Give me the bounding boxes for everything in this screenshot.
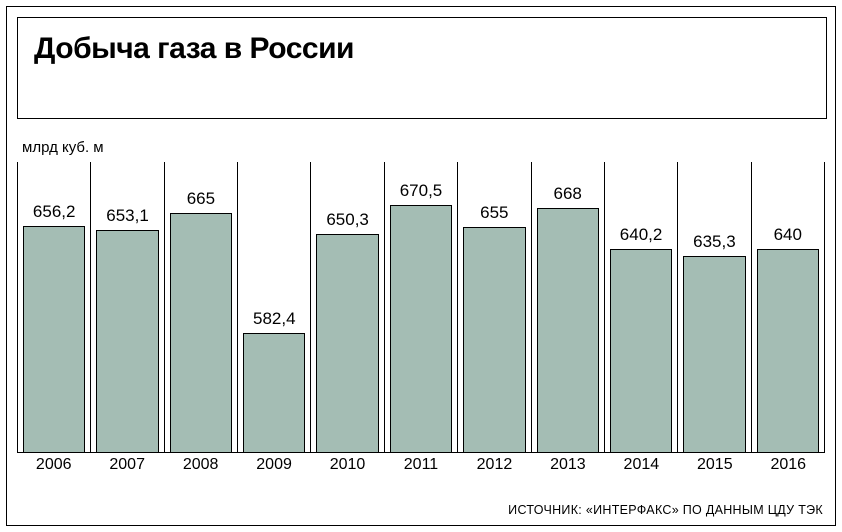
x-axis-label: 2014 — [605, 453, 678, 477]
bar — [463, 227, 525, 452]
x-axis-label: 2007 — [90, 453, 163, 477]
bar-value-label: 670,5 — [385, 181, 457, 201]
y-axis-label: млрд куб. м — [22, 139, 104, 156]
bar-slot: 650,3 — [310, 162, 383, 452]
bar-value-label: 668 — [532, 184, 604, 204]
bar — [243, 333, 305, 452]
bar — [610, 249, 672, 452]
x-axis-label: 2010 — [311, 453, 384, 477]
chart-area: 656,2653,1665582,4650,3670,5655668640,26… — [17, 162, 825, 477]
bar — [390, 205, 452, 452]
bar — [683, 256, 745, 452]
bar-value-label: 650,3 — [311, 210, 383, 230]
bar-slot: 582,4 — [237, 162, 310, 452]
bar-value-label: 665 — [165, 189, 237, 209]
bar — [96, 230, 158, 452]
chart-title: Добыча газа в России — [34, 32, 810, 66]
bar-slot: 665 — [164, 162, 237, 452]
source-text: ИСТОЧНИК: «ИНТЕРФАКС» ПО ДАННЫМ ЦДУ ТЭК — [508, 503, 823, 517]
bar-value-label: 653,1 — [91, 206, 163, 226]
bar-value-label: 655 — [458, 203, 530, 223]
chart-container: Добыча газа в России млрд куб. м 656,265… — [6, 6, 836, 526]
x-axis-label: 2015 — [678, 453, 751, 477]
bar-slot: 640 — [751, 162, 825, 452]
bar-slot: 653,1 — [90, 162, 163, 452]
bar-value-label: 656,2 — [18, 202, 90, 222]
bar-slot: 655 — [457, 162, 530, 452]
bar-slot: 656,2 — [17, 162, 90, 452]
x-axis-label: 2016 — [752, 453, 825, 477]
bar — [170, 213, 232, 452]
x-axis-label: 2009 — [237, 453, 310, 477]
bar-value-label: 640,2 — [605, 225, 677, 245]
bar-slot: 640,2 — [604, 162, 677, 452]
bar-slot: 635,3 — [677, 162, 750, 452]
title-box: Добыча газа в России — [17, 17, 827, 119]
x-axis-label: 2006 — [17, 453, 90, 477]
bar — [757, 249, 819, 452]
x-axis-label: 2012 — [458, 453, 531, 477]
bar — [537, 208, 599, 452]
bar-slot: 668 — [531, 162, 604, 452]
bar — [23, 226, 85, 452]
bar-value-label: 635,3 — [678, 232, 750, 252]
x-axis-label: 2013 — [531, 453, 604, 477]
bar-slot: 670,5 — [384, 162, 457, 452]
x-axis-label: 2008 — [164, 453, 237, 477]
x-axis-label: 2011 — [384, 453, 457, 477]
bars-region: 656,2653,1665582,4650,3670,5655668640,26… — [17, 162, 825, 453]
bar-value-label: 582,4 — [238, 309, 310, 329]
bar-value-label: 640 — [752, 225, 824, 245]
bar — [316, 234, 378, 452]
x-axis-labels: 2006200720082009201020112012201320142015… — [17, 453, 825, 477]
